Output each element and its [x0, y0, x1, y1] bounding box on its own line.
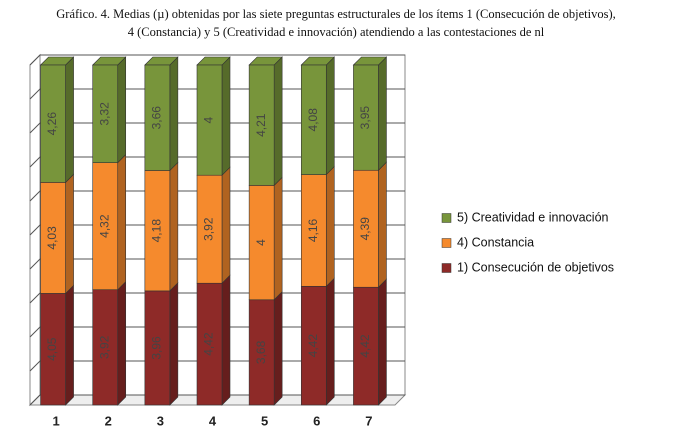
- bar-segment: [248, 185, 275, 301]
- bar-segment: [248, 299, 275, 406]
- bar-side: [221, 274, 231, 406]
- grid-line: [29, 88, 405, 100]
- value-label: 3,96: [150, 336, 164, 360]
- value-label: 3,92: [202, 217, 216, 241]
- bar-segment: [248, 64, 275, 186]
- x-tick-label: 1: [52, 413, 59, 428]
- value-label: 4,18: [150, 219, 164, 243]
- x-tick-label: 2: [105, 413, 112, 428]
- bar-side: [169, 161, 179, 292]
- bar-side: [378, 56, 387, 171]
- bar-segment: [40, 182, 66, 294]
- grid-line: [29, 224, 405, 236]
- value-label: 4: [254, 239, 268, 246]
- x-tick-label: 4: [209, 413, 217, 428]
- value-label: 3,32: [97, 102, 111, 126]
- bar-segment: [353, 169, 379, 288]
- grid-line: [29, 122, 405, 134]
- chart-title: Gráfico. 4. Medias (µ) obtenidas por las…: [56, 7, 616, 21]
- value-label: 4,08: [306, 108, 320, 132]
- x-tick-label: 5: [261, 413, 268, 428]
- value-label: 4,32: [97, 214, 111, 238]
- bar-side: [273, 56, 283, 187]
- chart-title: 4 (Constancia) y 5 (Creatividad e innova…: [128, 25, 545, 39]
- value-label: 3,95: [358, 106, 372, 130]
- bar-side: [221, 166, 231, 284]
- value-label: 4,03: [45, 226, 59, 250]
- legend-swatch: [441, 238, 452, 248]
- x-tick-label: 3: [157, 413, 164, 428]
- legend-swatch: [441, 263, 452, 273]
- bar-segment: [300, 64, 327, 175]
- value-label: 4,42: [202, 332, 216, 356]
- x-tick-label: 7: [365, 413, 372, 428]
- value-label: 4,16: [306, 218, 320, 242]
- bar-segment: [196, 64, 223, 176]
- value-label: 3,68: [254, 340, 268, 364]
- bar-side: [169, 282, 179, 406]
- bar-segment: [196, 174, 223, 284]
- value-label: 4,39: [358, 217, 372, 241]
- grid-line: [29, 326, 405, 338]
- bar-side: [221, 56, 231, 176]
- value-label: 3,66: [150, 106, 164, 130]
- value-label: 4,42: [306, 334, 320, 358]
- value-label: 4,05: [45, 337, 59, 361]
- grid-line: [29, 394, 405, 406]
- bar-segment: [300, 174, 327, 287]
- grid-line: [29, 156, 405, 168]
- bar-side: [325, 56, 335, 176]
- bar-side: [325, 277, 335, 406]
- legend-label: 4) Constancia: [457, 235, 534, 249]
- x-tick-label: 6: [313, 413, 320, 428]
- bar-segment: [144, 290, 171, 406]
- legend-label: 5) Creatividad e innovación: [457, 210, 609, 224]
- value-label: 4: [202, 116, 216, 123]
- bar-segment: [40, 64, 66, 183]
- bar-side: [273, 176, 283, 301]
- value-label: 4,26: [45, 112, 59, 136]
- bar-side: [117, 153, 127, 291]
- bar-segment: [196, 282, 223, 406]
- bar-segment: [92, 64, 119, 163]
- bar-side: [325, 165, 335, 288]
- bar-side: [65, 173, 74, 295]
- grid-line: [29, 190, 405, 202]
- bar-side: [273, 291, 283, 406]
- value-label: 3,92: [97, 335, 111, 359]
- bar-segment: [353, 286, 379, 406]
- bar-segment: [144, 64, 171, 171]
- bar-segment: [92, 289, 119, 406]
- bar-side: [378, 161, 387, 288]
- bar-side: [378, 278, 387, 406]
- bar-side: [117, 56, 127, 164]
- bar-segment: [144, 170, 171, 292]
- grid-line: [29, 292, 405, 304]
- value-label: 4,21: [254, 113, 268, 137]
- bar-segment: [92, 162, 119, 291]
- bar-side: [65, 56, 74, 184]
- grid-line: [29, 54, 405, 66]
- bar-segment: [353, 64, 379, 171]
- legend-label: 1) Consecución de objetivos: [457, 260, 614, 274]
- bar-segment: [300, 285, 327, 406]
- bar-side: [65, 284, 74, 406]
- grid-line: [29, 360, 405, 372]
- bar-side: [117, 280, 127, 406]
- grid-line: [29, 258, 405, 270]
- legend-swatch: [441, 213, 452, 223]
- bar-side: [169, 56, 179, 172]
- value-label: 4,42: [358, 334, 372, 358]
